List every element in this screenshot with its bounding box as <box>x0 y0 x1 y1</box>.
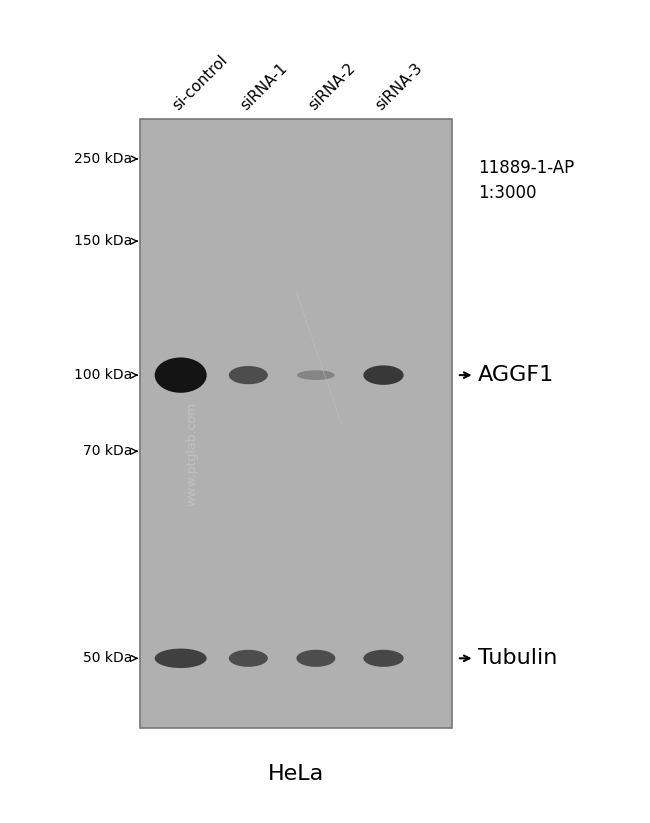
Text: Tubulin: Tubulin <box>478 649 557 668</box>
Text: www.ptglab.com: www.ptglab.com <box>185 402 198 506</box>
Bar <box>140 119 452 728</box>
Ellipse shape <box>363 650 404 667</box>
Ellipse shape <box>297 370 335 380</box>
Text: si-control: si-control <box>170 52 231 113</box>
Text: siRNA-1: siRNA-1 <box>238 60 291 113</box>
Text: 11889-1-AP
1:3000: 11889-1-AP 1:3000 <box>478 159 574 202</box>
Text: 150 kDa: 150 kDa <box>73 234 132 249</box>
Ellipse shape <box>296 650 335 667</box>
Ellipse shape <box>155 357 207 393</box>
Text: siRNA-3: siRNA-3 <box>373 60 426 113</box>
Text: 50 kDa: 50 kDa <box>83 651 132 665</box>
Ellipse shape <box>229 366 268 384</box>
Ellipse shape <box>229 650 268 667</box>
Text: 250 kDa: 250 kDa <box>74 152 132 166</box>
Text: 100 kDa: 100 kDa <box>73 368 132 382</box>
Ellipse shape <box>155 649 207 668</box>
Text: AGGF1: AGGF1 <box>478 365 554 385</box>
Text: 70 kDa: 70 kDa <box>83 444 132 458</box>
Text: siRNA-2: siRNA-2 <box>306 60 358 113</box>
Text: HeLa: HeLa <box>268 764 324 783</box>
Ellipse shape <box>363 365 404 385</box>
